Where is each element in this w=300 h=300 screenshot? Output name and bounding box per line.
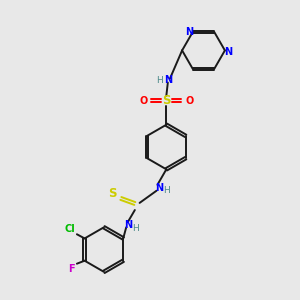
Text: N: N [155,183,163,193]
Text: H: H [163,186,170,195]
Text: Cl: Cl [65,224,76,234]
Text: H: H [156,76,163,85]
Text: N: N [224,47,232,57]
Text: F: F [68,264,74,274]
Text: N: N [124,220,132,230]
Text: S: S [162,94,171,107]
Text: O: O [139,96,148,106]
Text: H: H [132,224,139,233]
Text: S: S [108,187,116,200]
Text: N: N [185,27,193,37]
Text: N: N [164,75,172,85]
Text: O: O [185,96,194,106]
